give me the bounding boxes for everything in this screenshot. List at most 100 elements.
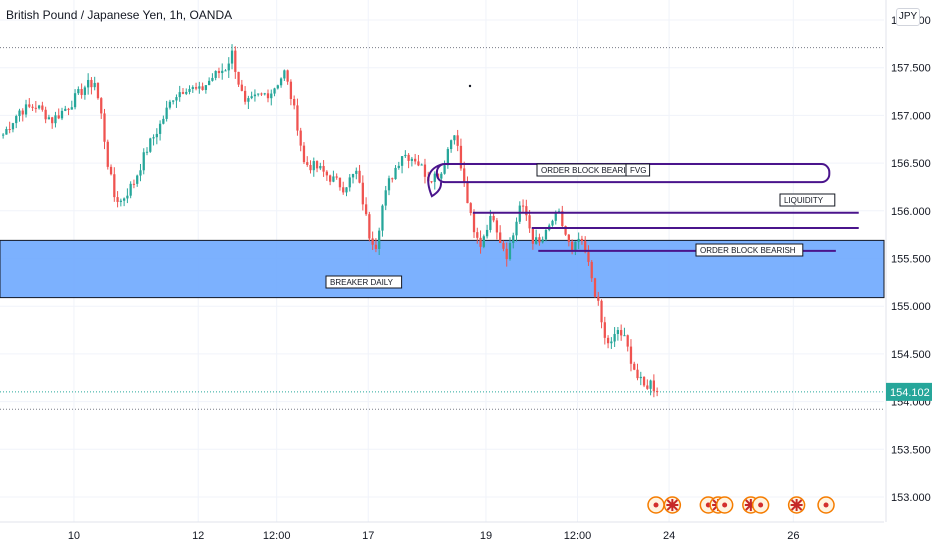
candle-body [145, 151, 149, 153]
candle-body [60, 110, 64, 119]
candle-body [342, 187, 345, 193]
candle-body [499, 232, 502, 244]
candle-body [51, 117, 54, 124]
candle-body [476, 232, 479, 238]
liquidity-label-box [779, 193, 836, 207]
candle-body [172, 100, 175, 102]
candle-body [109, 166, 113, 175]
candle-body [270, 93, 273, 99]
candle-body [158, 123, 162, 134]
candle-body [361, 182, 364, 205]
candle-body [198, 86, 201, 89]
candle-body [515, 221, 518, 236]
candle-body [221, 70, 224, 74]
candle-body [2, 134, 5, 136]
candle-body [15, 116, 18, 124]
x-tick-label: 19 [480, 530, 492, 542]
candle-body [247, 98, 250, 102]
event-dot [758, 502, 764, 508]
candle-body [577, 238, 580, 242]
candle-body [410, 158, 414, 161]
candle-body [541, 239, 544, 243]
candle-body [335, 176, 338, 178]
candle-body [508, 243, 512, 260]
last-price-badge [886, 382, 932, 401]
candle-body [351, 173, 355, 178]
y-tick-label: 154.500 [891, 349, 931, 361]
candle-body [482, 236, 485, 247]
candle-body [188, 88, 191, 92]
candle-body [136, 175, 139, 184]
currency-badge[interactable]: JPY [896, 8, 920, 26]
candle-body [87, 79, 90, 88]
candle-body [122, 198, 126, 201]
candle-body [528, 215, 531, 229]
candle-body [240, 84, 243, 91]
candle-body [348, 177, 351, 188]
candle-body [302, 145, 306, 163]
candle-body [28, 104, 31, 107]
candle-body [584, 240, 587, 253]
candle-body [466, 181, 469, 204]
candle-body [446, 149, 449, 166]
candle-body [276, 85, 279, 89]
x-tick-label: 26 [787, 530, 799, 542]
candle-body [338, 177, 342, 188]
candle-body [178, 92, 181, 98]
candle-body [381, 205, 384, 231]
candle-body [616, 330, 620, 334]
candle-body [580, 238, 584, 241]
fvg-hook [427, 163, 444, 198]
event-dot [653, 502, 659, 508]
candles [2, 44, 659, 398]
candle-body [24, 104, 28, 115]
candle-body [656, 391, 659, 393]
candle-body [400, 156, 404, 166]
candle-body [18, 110, 21, 117]
candle-body [387, 178, 391, 191]
order-block-label-2-box [695, 243, 804, 257]
candle-body [149, 138, 152, 152]
candle-body [67, 108, 70, 110]
x-tick-label: 12 [192, 530, 204, 542]
candle-body [168, 101, 172, 108]
stray-dot [468, 84, 472, 88]
candle-body [505, 248, 508, 260]
candle-body [574, 241, 577, 251]
candle-body [93, 82, 96, 88]
breaker-daily-label-box [325, 275, 403, 289]
candle-body [234, 50, 237, 72]
y-tick-label: 155.000 [891, 301, 931, 313]
candle-body [57, 115, 60, 119]
candle-body [567, 234, 570, 242]
candle-body [243, 90, 247, 102]
candle-body [561, 211, 564, 227]
candle-body [535, 237, 538, 244]
candle-body [642, 376, 646, 386]
candle-body [132, 183, 136, 185]
candle-body [8, 129, 11, 131]
candle-body [181, 92, 185, 94]
candle-body [299, 130, 302, 146]
candle-body [312, 161, 315, 171]
candle-body [41, 105, 44, 110]
candle-body [96, 82, 100, 99]
candle-body [479, 237, 482, 247]
candle-body [384, 190, 387, 206]
candle-body [129, 183, 132, 196]
candle-body [394, 167, 397, 180]
candle-body [31, 106, 34, 108]
candle-body [11, 123, 15, 130]
candle-body [286, 70, 289, 82]
candle-body [325, 171, 328, 176]
candle-body [603, 322, 606, 338]
candle-body [204, 85, 208, 90]
y-tick-label: 156.000 [891, 206, 931, 218]
candle-body [80, 89, 83, 95]
x-tick-label: 17 [362, 530, 374, 542]
candle-body [443, 165, 446, 174]
candle-body [224, 70, 227, 72]
candle-body [472, 213, 476, 233]
